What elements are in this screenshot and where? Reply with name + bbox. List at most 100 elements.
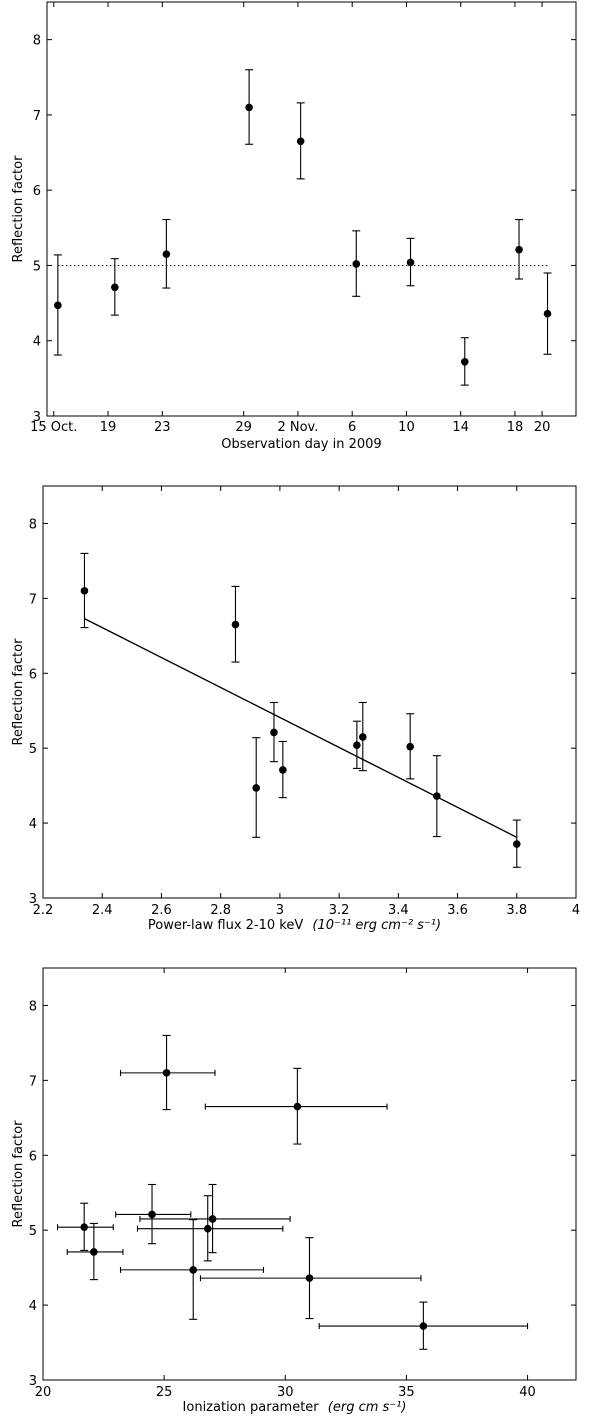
data-marker	[515, 245, 523, 254]
y-tick-label: 7	[33, 109, 41, 124]
y-tick-label: 5	[29, 742, 37, 757]
data-marker	[231, 620, 240, 629]
y-tick-label: 4	[29, 817, 37, 832]
data-point	[56, 1202, 114, 1251]
y-tick-label: 6	[29, 667, 37, 682]
y-axis-label: Reflection factor	[11, 155, 26, 263]
data-marker	[80, 587, 89, 595]
data-point	[245, 69, 254, 145]
x-tick-label: 18	[507, 420, 524, 435]
x-tick-label: 2 Nov.	[277, 420, 318, 435]
y-tick-label: 4	[33, 335, 41, 350]
data-marker	[359, 733, 367, 741]
data-point	[352, 720, 361, 769]
data-marker	[162, 250, 171, 258]
data-point	[115, 1183, 192, 1245]
data-marker	[90, 1248, 98, 1256]
fit-line	[84, 617, 518, 838]
data-point	[119, 1219, 265, 1320]
y-tick-label: 5	[33, 259, 41, 274]
x-tick-label: 2.8	[210, 903, 231, 918]
reflection-vs-day-chart: 3 4 5 6 7 8 15 Oct. 19 23 29 2 Nov. 6 10 14 18 20 Obser…	[11, 1, 577, 452]
y-axis-label: Reflection factor	[11, 638, 26, 746]
x-tick-label: 35	[398, 1385, 415, 1400]
y-tick-label: 3	[29, 892, 37, 907]
x-tick-label: 2.6	[151, 903, 172, 918]
data-point	[136, 1195, 284, 1262]
y-tick-label: 8	[29, 999, 37, 1014]
data-marker	[296, 137, 305, 146]
x-tick-label: 14	[452, 420, 469, 435]
data-marker	[406, 742, 414, 751]
data-point	[139, 1183, 291, 1254]
data-marker	[419, 1322, 428, 1330]
tick-layer: 3 4 5 6 7 8 2.2 2.4 2.6 2.8 3 3.2 3.4 3.6 3.8 4	[29, 486, 580, 918]
x-tick-label: 2.4	[92, 903, 113, 918]
x-tick-label: 3.4	[388, 903, 409, 918]
reflection-vs-flux-chart: 3 4 5 6 7 8 2.2 2.4 2.6 2.8 3 3.2 3.4 3.6 3.8 4 Power-l…	[11, 485, 580, 933]
data-marker	[54, 301, 62, 310]
x-tick-label: 29	[235, 420, 252, 435]
marks-layer	[80, 552, 521, 868]
y-tick-label: 3	[29, 1374, 37, 1389]
y-tick-label: 7	[29, 592, 37, 607]
data-marker	[406, 258, 415, 267]
data-point	[543, 272, 552, 355]
y-tick-label: 5	[29, 1224, 37, 1239]
y-tick-label: 3	[33, 410, 41, 425]
x-tick-label: 4	[572, 903, 580, 918]
y-tick-label: 8	[33, 34, 41, 49]
x-tick-label: 3.8	[506, 903, 527, 918]
x-tick-label: 3.2	[329, 903, 350, 918]
x-axis-label: Power-law flux 2-10 keV (10⁻¹¹ erg cm⁻² …	[148, 918, 441, 933]
data-marker	[252, 784, 260, 792]
reflection-vs-ionization-chart: 3 4 5 6 7 8 20 25 30 35 40 Ionization parameter (e…	[11, 967, 577, 1415]
data-point	[318, 1301, 529, 1350]
x-axis-label: Observation day in 2009	[221, 437, 381, 452]
x-tick-label: 25	[156, 1385, 173, 1400]
x-tick-label: 10	[398, 420, 415, 435]
data-point	[515, 218, 524, 280]
data-point	[162, 218, 171, 289]
y-tick-label: 4	[29, 1299, 37, 1314]
x-tick-label: 20	[35, 1385, 52, 1400]
data-marker	[162, 1069, 171, 1077]
data-marker	[270, 728, 278, 737]
data-marker	[208, 1215, 217, 1223]
data-point	[119, 1034, 216, 1111]
data-marker	[353, 741, 361, 749]
x-tick-label: 19	[100, 420, 117, 435]
data-point	[352, 230, 361, 297]
x-axis-label-unit: (10⁻¹¹ erg cm⁻² s⁻¹)	[312, 918, 441, 933]
y-axis-label: Reflection factor	[11, 1120, 26, 1228]
plot-frame	[42, 967, 577, 1381]
data-point	[252, 737, 261, 838]
y-tick-label: 7	[29, 1074, 37, 1089]
x-tick-label: 15 Oct.	[30, 420, 77, 435]
data-point	[269, 701, 278, 763]
data-marker	[245, 103, 253, 112]
data-point	[199, 1237, 422, 1320]
x-tick-label: 6	[348, 420, 356, 435]
data-point	[231, 585, 240, 663]
data-point	[358, 701, 367, 772]
data-marker	[279, 766, 287, 774]
data-marker	[433, 792, 441, 800]
y-tick-label: 8	[29, 517, 37, 532]
data-point	[296, 102, 305, 180]
x-tick-label: 20	[534, 420, 551, 435]
x-tick-label: 3	[276, 903, 284, 918]
x-axis-label-unit: (erg cm s⁻¹)	[328, 1400, 407, 1415]
y-tick-label: 6	[33, 184, 41, 199]
data-point	[406, 713, 415, 780]
data-point	[66, 1222, 124, 1281]
x-axis-label: Ionization parameter (erg cm s⁻¹)	[183, 1400, 407, 1415]
x-tick-label: 40	[519, 1385, 536, 1400]
data-marker	[543, 309, 552, 318]
data-point	[278, 740, 287, 799]
data-point	[110, 258, 119, 316]
data-marker	[203, 1224, 212, 1233]
x-axis-label-text: Power-law flux 2-10 keV	[148, 918, 303, 933]
data-marker	[111, 283, 119, 292]
marks-layer	[53, 69, 552, 386]
